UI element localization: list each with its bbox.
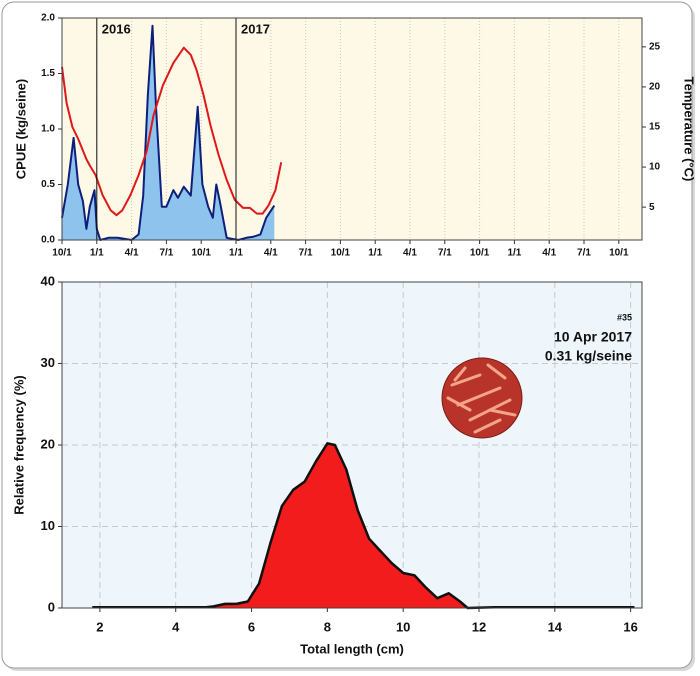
- y2-tick-label: 10: [649, 162, 661, 173]
- x-tick-label: 2: [96, 619, 103, 634]
- x-tick-label: 10/1: [609, 248, 629, 259]
- x-tick-label: 16: [623, 619, 637, 634]
- y-tick-label: 1.5: [41, 68, 55, 79]
- y-tick-label: 30: [41, 355, 55, 370]
- layer: 10/1 1/1 4/1 7/1 10/1 1/1 4/1 7/1 10/1 1/1 4/1 7/1 1…: [41, 13, 661, 635]
- y-tick-label: 0.5: [41, 179, 55, 190]
- plot-border: [61, 17, 643, 241]
- y-tick-label: 20: [41, 436, 55, 451]
- y-tick-label: 1.0: [41, 124, 55, 135]
- y-axis-title: CPUE (kg/seine): [13, 79, 28, 179]
- y2-tick-label: 15: [649, 122, 661, 133]
- y-tick-label: 40: [41, 273, 55, 288]
- x-tick-label: 4/1: [264, 248, 278, 259]
- x-tick-label: 14: [548, 619, 563, 634]
- x-tick-label: 4/1: [542, 248, 556, 259]
- x-tick-label: 10/1: [470, 248, 490, 259]
- y-tick-label: 10: [41, 518, 55, 533]
- line: [61, 24, 276, 241]
- y-axis-title: Relative frequency (%): [11, 375, 26, 514]
- x-tick-label: 1/1: [507, 248, 521, 259]
- area: [62, 25, 275, 240]
- x-tick-label: 1/1: [368, 248, 382, 259]
- plot-border: [61, 281, 643, 609]
- sample-photo: [441, 357, 523, 439]
- x-tick-label: 7/1: [159, 248, 173, 259]
- x-tick-label: 10: [396, 619, 410, 634]
- x-tick-label: 10/1: [191, 248, 211, 259]
- x-tick-label: 4: [172, 619, 180, 634]
- annotation: 10 Apr 2017: [554, 329, 632, 345]
- y-tick-label: 2.0: [41, 13, 55, 24]
- y2-axis-title: Temperature (°C): [682, 77, 697, 182]
- y2-tick-label: 5: [649, 202, 655, 213]
- x-tick-label: 8: [324, 619, 331, 634]
- x-tick-label: 1/1: [90, 248, 104, 259]
- x-tick-label: 10/1: [52, 248, 72, 259]
- line: [61, 46, 283, 217]
- x-tick-label: 4/1: [403, 248, 417, 259]
- x-tick-label: 1/1: [229, 248, 243, 259]
- annotation: 0.31 kg/seine: [545, 348, 632, 364]
- x-tick-label: 4/1: [125, 248, 139, 259]
- x-tick-label: 12: [472, 619, 486, 634]
- x-tick-label: 10/1: [331, 248, 351, 259]
- line: [92, 442, 635, 610]
- year-label: 2016: [102, 21, 131, 36]
- x-tick-label: 7/1: [577, 248, 591, 259]
- y2-tick-label: 20: [649, 82, 661, 93]
- y-tick-label: 0: [48, 599, 55, 614]
- x-tick-label: 6: [248, 619, 255, 634]
- x-tick-label: 7/1: [438, 248, 452, 259]
- x-tick-label: 7/1: [299, 248, 313, 259]
- y2-tick-label: 25: [649, 41, 661, 52]
- annotation: #35: [617, 312, 632, 322]
- x-axis-title: Total length (cm): [300, 641, 404, 656]
- year-label: 2017: [241, 21, 270, 36]
- y-tick-label: 0.0: [41, 235, 55, 246]
